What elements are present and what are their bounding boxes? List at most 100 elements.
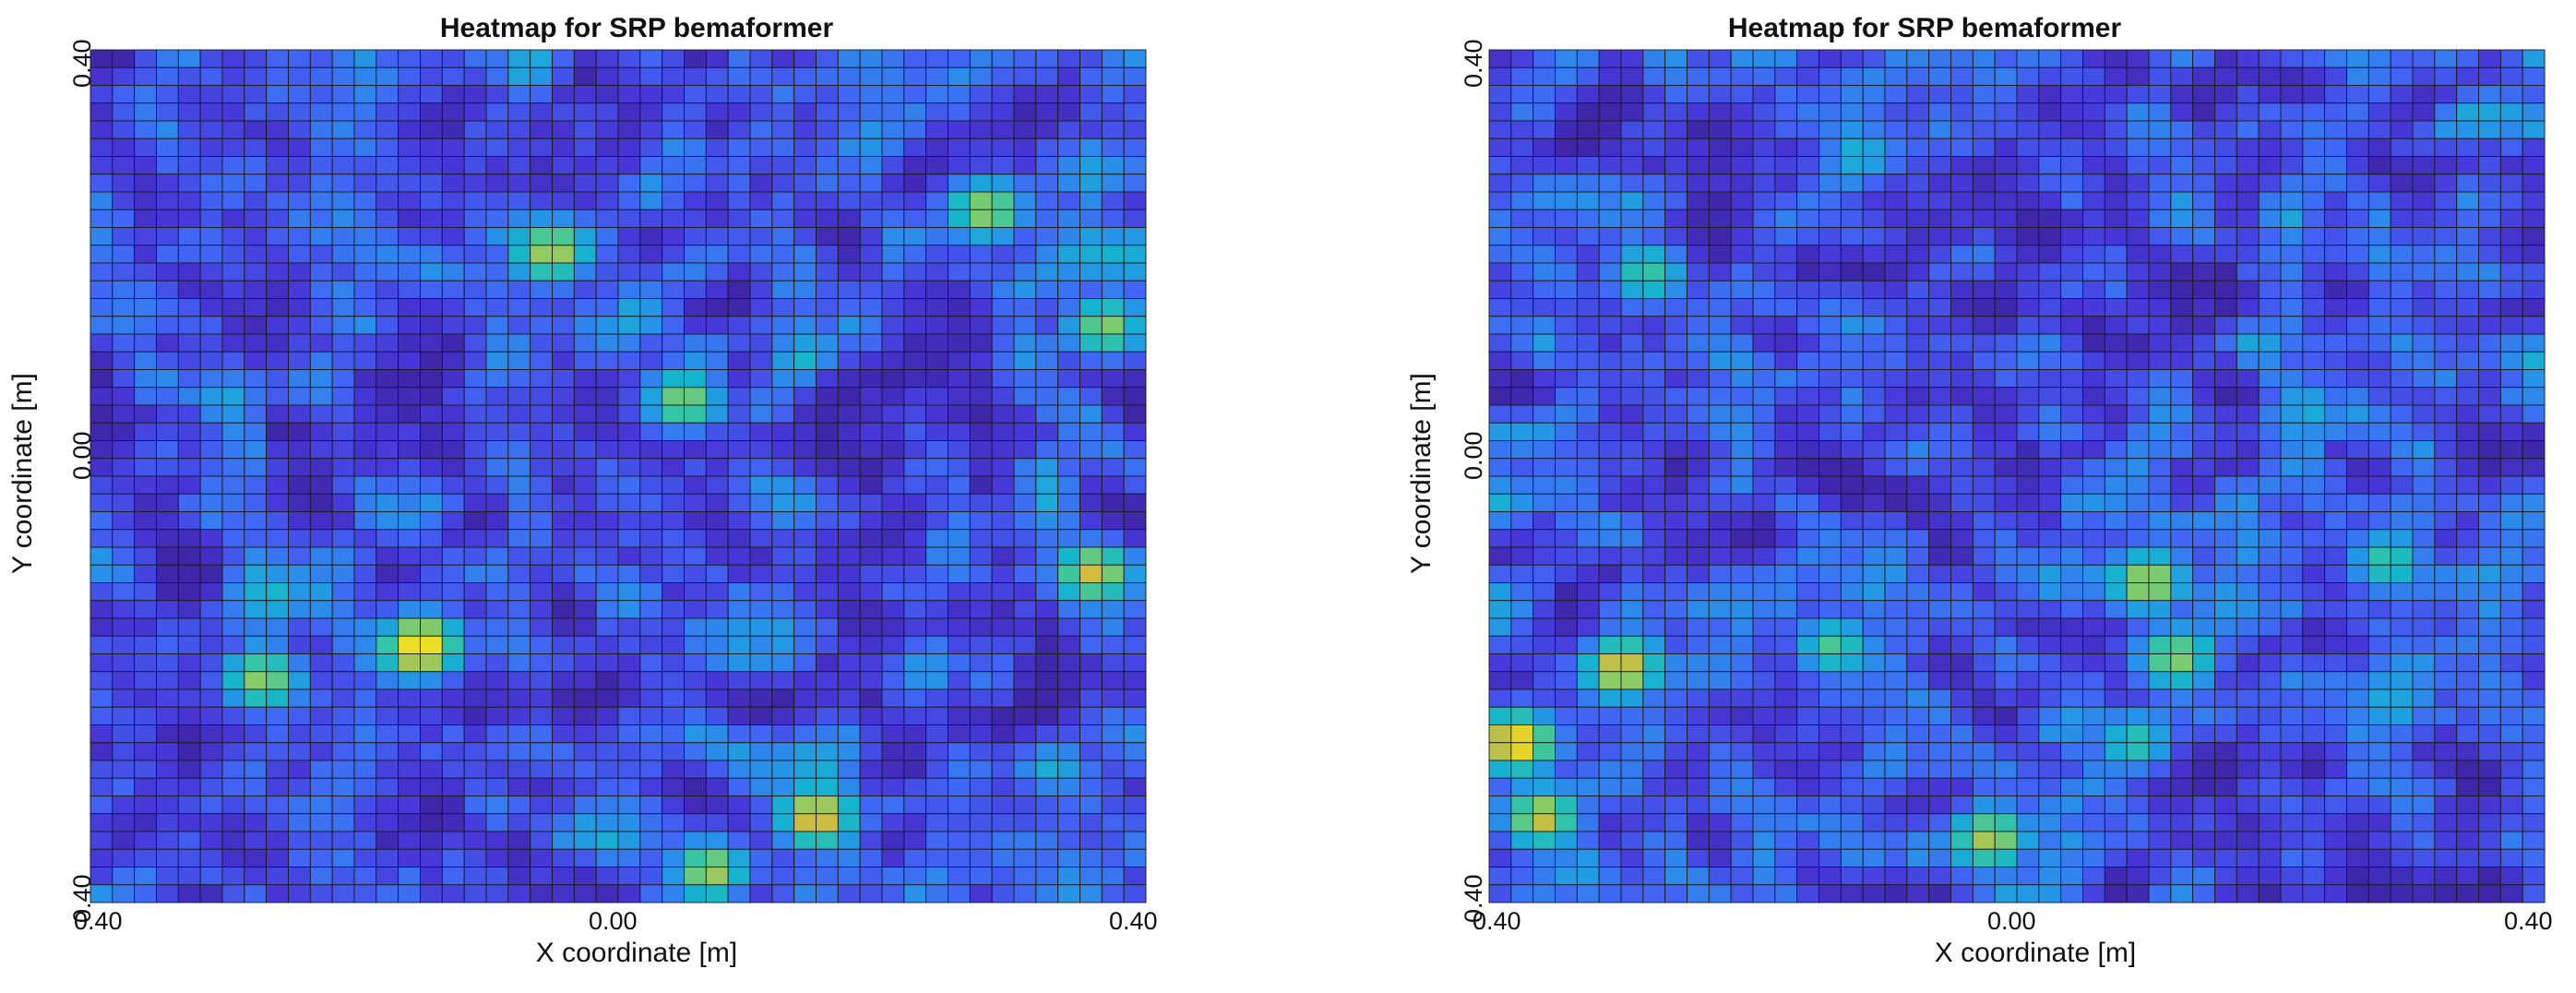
heatmap-cell: [2082, 671, 2105, 690]
heatmap-cell: [2126, 49, 2150, 68]
heatmap-cell: [1642, 333, 1666, 353]
heatmap-cell: [288, 582, 311, 602]
heatmap-cell: [2016, 529, 2040, 548]
heatmap-cell: [244, 102, 268, 122]
heatmap-cell: [2148, 617, 2172, 637]
heatmap-cell: [309, 245, 333, 264]
heatmap-cell: [1079, 262, 1103, 281]
heatmap-cell: [331, 617, 355, 637]
heatmap-cell: [441, 227, 465, 246]
heatmap-cell: [816, 422, 839, 441]
heatmap-cell: [749, 688, 773, 708]
heatmap-cell: [2324, 422, 2347, 441]
heatmap-cell: [398, 245, 421, 264]
heatmap-cell: [199, 582, 223, 602]
heatmap-cell: [1079, 280, 1103, 299]
heatmap-cell: [881, 777, 905, 796]
heatmap-cell: [948, 440, 971, 460]
heatmap-cell: [2324, 546, 2347, 566]
heatmap-cell: [903, 884, 927, 903]
heatmap-cell: [1555, 671, 1578, 690]
heatmap-cell: [244, 600, 268, 619]
heatmap-cell: [2236, 475, 2260, 495]
heatmap-cell: [2346, 138, 2369, 157]
heatmap-cell: [221, 387, 245, 406]
heatmap-cell: [2499, 262, 2523, 281]
heatmap-cell: [288, 173, 311, 193]
heatmap-cell: [2280, 173, 2304, 193]
heatmap-cell: [309, 173, 333, 193]
heatmap-cell: [552, 724, 575, 744]
heatmap-cell: [2082, 422, 2105, 441]
heatmap-cell: [309, 227, 333, 246]
heatmap-cell: [1840, 138, 1864, 157]
heatmap-cell: [156, 102, 179, 122]
heatmap-cell: [684, 387, 707, 406]
heatmap-cell: [112, 191, 136, 210]
heatmap-cell: [1555, 298, 1578, 317]
heatmap-cell: [441, 653, 465, 673]
heatmap-cell: [266, 688, 289, 708]
heatmap-cell: [2499, 813, 2523, 832]
heatmap-cell: [2148, 440, 2172, 460]
heatmap-cell: [771, 227, 795, 246]
heatmap-cell: [2324, 493, 2347, 512]
heatmap-cell: [1708, 209, 1732, 228]
heatmap-cell: [2148, 600, 2172, 619]
heatmap-cell: [1774, 475, 1798, 495]
heatmap-cell: [1819, 529, 1842, 548]
heatmap-cell: [1555, 351, 1578, 370]
heatmap-cell: [1752, 422, 1776, 441]
heatmap-cell: [1774, 600, 1798, 619]
heatmap-cell: [1928, 867, 1951, 886]
heatmap-cell: [244, 671, 268, 690]
heatmap-cell: [2346, 688, 2369, 708]
heatmap-cell: [331, 209, 355, 228]
heatmap-cell: [925, 316, 948, 335]
heatmap-cell: [1642, 120, 1666, 139]
heatmap-cell: [552, 777, 575, 796]
heatmap-cell: [2412, 156, 2436, 175]
heatmap-cell: [1752, 511, 1776, 531]
heatmap-cell: [2104, 66, 2128, 86]
heatmap-cell: [156, 813, 179, 832]
heatmap-cell: [793, 191, 817, 210]
heatmap-cell: [2499, 49, 2523, 68]
heatmap-cell: [441, 546, 465, 566]
heatmap-cell: [463, 546, 487, 566]
heatmap-cell: [2082, 102, 2105, 122]
heatmap-cell: [1057, 671, 1080, 690]
y-axis-label: Y coordinate [m]: [1406, 373, 1437, 574]
heatmap-cell: [507, 422, 531, 441]
heatmap-cell: [309, 49, 333, 68]
heatmap-cell: [1730, 724, 1754, 744]
heatmap-cell: [2214, 867, 2237, 886]
heatmap-cell: [1620, 209, 1644, 228]
heatmap-cell: [1057, 120, 1080, 139]
heatmap-cell: [1819, 475, 1842, 495]
heatmap-cell: [2126, 458, 2150, 477]
heatmap-cell: [639, 138, 663, 157]
heatmap-cell: [199, 191, 223, 210]
heatmap-cell: [2104, 280, 2128, 299]
heatmap-cell: [463, 66, 487, 86]
heatmap-cell: [1123, 85, 1147, 104]
heatmap-cell: [2126, 582, 2150, 602]
heatmap-cell: [573, 529, 597, 548]
heatmap-cell: [1035, 582, 1059, 602]
heatmap-cell: [1928, 635, 1951, 654]
heatmap-cell: [771, 884, 795, 903]
heatmap-cell: [1013, 475, 1037, 495]
heatmap-cell: [2302, 85, 2326, 104]
heatmap-cell: [1642, 493, 1666, 512]
heatmap-cell: [1532, 493, 1556, 512]
heatmap-cell: [485, 102, 509, 122]
heatmap-cell: [1598, 848, 1622, 867]
heatmap-cell: [2478, 333, 2501, 353]
heatmap-cell: [2499, 387, 2523, 406]
heatmap-cell: [816, 262, 839, 281]
heatmap-cell: [2060, 66, 2083, 86]
heatmap-cell: [1123, 813, 1147, 832]
heatmap-cell: [2258, 493, 2282, 512]
heatmap-cell: [2214, 245, 2237, 264]
